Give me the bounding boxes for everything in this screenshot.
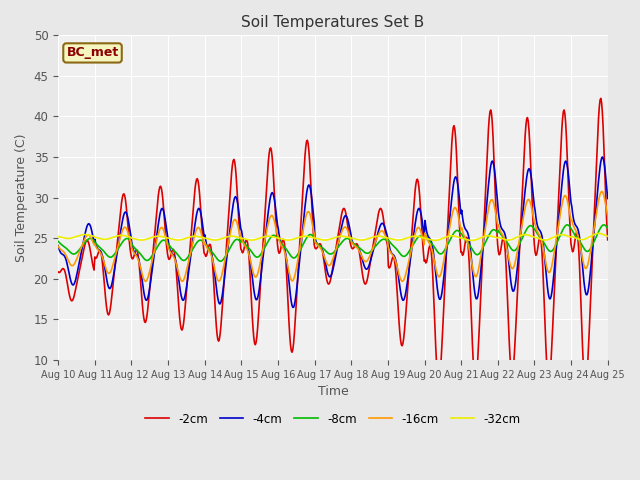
-8cm [121, 237, 129, 242]
-8cm [604, 226, 612, 231]
-2cm [416, 193, 424, 199]
-16cm [177, 278, 185, 284]
Line: -16cm: -16cm [58, 192, 608, 281]
Line: -4cm: -4cm [58, 157, 608, 307]
Legend: -2cm, -4cm, -8cm, -16cm, -32cm: -2cm, -4cm, -8cm, -16cm, -32cm [140, 408, 525, 431]
-4cm [121, 210, 129, 216]
-16cm [401, 276, 408, 281]
-2cm [597, 96, 605, 101]
-4cm [401, 296, 408, 301]
-32cm [54, 234, 62, 240]
-8cm [417, 233, 424, 239]
-4cm [604, 196, 612, 202]
-32cm [604, 233, 612, 239]
-16cm [141, 278, 149, 284]
-8cm [216, 258, 224, 264]
-32cm [431, 238, 439, 243]
-2cm [177, 322, 184, 328]
Text: BC_met: BC_met [67, 47, 118, 60]
-8cm [64, 247, 72, 253]
-2cm [205, 241, 213, 247]
-16cm [64, 257, 72, 263]
Y-axis label: Soil Temperature (C): Soil Temperature (C) [15, 133, 28, 262]
-4cm [177, 289, 184, 295]
-8cm [401, 253, 408, 259]
-32cm [177, 237, 184, 243]
-32cm [121, 233, 129, 239]
-4cm [54, 243, 62, 249]
-32cm [205, 236, 213, 242]
-16cm [417, 228, 424, 233]
-4cm [417, 208, 424, 214]
-16cm [54, 243, 62, 249]
-8cm [177, 255, 184, 261]
-8cm [563, 222, 571, 228]
-8cm [205, 247, 213, 252]
-4cm [598, 154, 606, 160]
-4cm [64, 265, 72, 271]
Title: Soil Temperatures Set B: Soil Temperatures Set B [241, 15, 424, 30]
-2cm [54, 269, 62, 275]
-32cm [64, 236, 72, 241]
-2cm [604, 237, 612, 243]
-2cm [582, 383, 589, 389]
-16cm [121, 224, 129, 230]
Line: -2cm: -2cm [58, 98, 608, 386]
-32cm [400, 236, 408, 242]
-2cm [121, 192, 129, 198]
-4cm [205, 248, 213, 253]
-8cm [54, 239, 62, 244]
-2cm [400, 336, 408, 342]
-16cm [207, 250, 214, 256]
-32cm [416, 234, 424, 240]
-32cm [595, 230, 602, 236]
-4cm [289, 304, 296, 310]
Line: -8cm: -8cm [58, 225, 608, 261]
-2cm [64, 285, 72, 291]
-16cm [604, 213, 612, 219]
Line: -32cm: -32cm [58, 233, 608, 240]
X-axis label: Time: Time [317, 385, 348, 398]
-16cm [598, 189, 605, 194]
